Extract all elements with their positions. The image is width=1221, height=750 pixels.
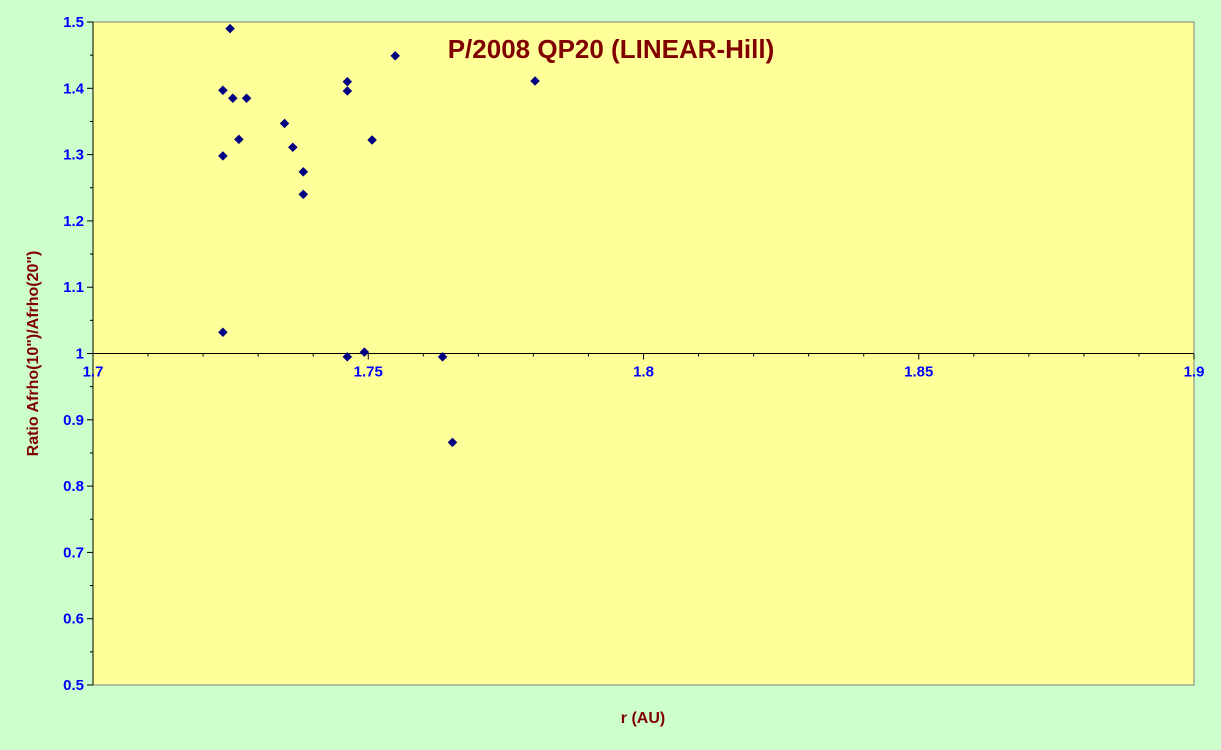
y-tick-label: 0.7 bbox=[63, 544, 84, 561]
data-point bbox=[298, 189, 309, 200]
data-point bbox=[287, 142, 298, 153]
y-tick-label: 1.2 bbox=[63, 213, 84, 230]
x-tick-label: 1.75 bbox=[354, 364, 383, 381]
data-point bbox=[437, 351, 448, 362]
data-point bbox=[298, 166, 309, 177]
data-point bbox=[530, 76, 540, 86]
data-point bbox=[359, 347, 370, 358]
y-tick-label: 0.6 bbox=[63, 611, 84, 628]
x-tick-label: 1.85 bbox=[904, 364, 933, 381]
data-point bbox=[342, 86, 353, 96]
chart-title: P/2008 QP20 (LINEAR-Hill) bbox=[448, 34, 775, 64]
y-tick-label: 0.8 bbox=[63, 478, 84, 495]
y-axis-title: Ratio Afrho(10")/Afrho(20") bbox=[25, 251, 42, 457]
x-tick-label: 1.7 bbox=[83, 364, 104, 381]
data-point bbox=[218, 85, 228, 96]
data-point bbox=[342, 351, 353, 362]
y-tick-label: 1 bbox=[76, 346, 84, 363]
data-point bbox=[390, 50, 401, 61]
data-point bbox=[367, 135, 377, 145]
y-tick-label: 1.3 bbox=[63, 147, 84, 164]
y-tick-label: 1.5 bbox=[63, 14, 84, 31]
y-tick-label: 1.4 bbox=[63, 80, 85, 97]
x-tick-label: 1.8 bbox=[633, 364, 654, 381]
y-tick-label: 0.5 bbox=[63, 677, 84, 694]
data-points bbox=[218, 23, 540, 448]
data-point bbox=[218, 327, 228, 338]
data-point bbox=[218, 151, 228, 161]
x-tick-label: 1.9 bbox=[1184, 364, 1205, 381]
data-point bbox=[225, 23, 235, 34]
tick-labels: 0.5 0.6 0.7 0.8 0.9 1 1.1 1.2 1.3 1.4 1.5 1.7 1.75 1.… bbox=[63, 14, 1204, 694]
y-tick-label: 0.9 bbox=[63, 412, 84, 429]
data-point bbox=[279, 118, 290, 129]
data-point bbox=[234, 134, 244, 145]
data-point bbox=[241, 93, 252, 104]
data-point bbox=[227, 93, 238, 104]
axes bbox=[87, 21, 1195, 686]
data-point bbox=[447, 437, 458, 448]
y-tick-label: 1.1 bbox=[63, 279, 84, 296]
x-axis-title: r (AU) bbox=[621, 710, 665, 727]
